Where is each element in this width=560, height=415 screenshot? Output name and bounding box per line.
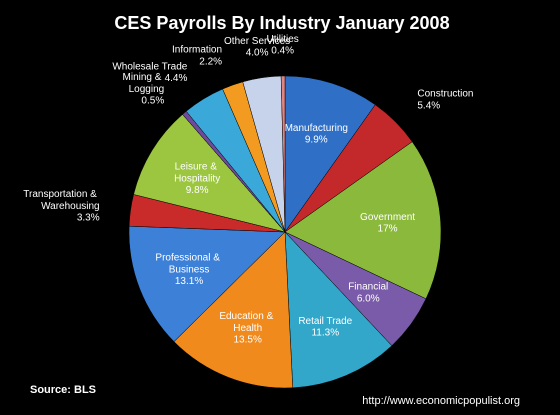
- pie-slice: [284, 141, 442, 300]
- slice-label-line: Hospitality: [174, 173, 220, 184]
- slice-label: Government: [360, 212, 415, 223]
- slice-label-line: Logging: [129, 84, 165, 95]
- value-label: 4.4%: [165, 73, 188, 84]
- slice-label-line: Transportation &: [23, 188, 99, 199]
- value-label: 9.8%: [186, 185, 209, 196]
- slice-label: Professional & Business: [155, 252, 222, 275]
- slice-label-line: Financial: [348, 281, 388, 292]
- value-label: 11.3%: [311, 327, 339, 338]
- slice-label-line: Wholesale Trade: [112, 61, 187, 72]
- slice-label: Education & Health: [219, 311, 276, 334]
- pie-slice: [280, 75, 286, 233]
- slice-label: Retail Trade: [298, 315, 352, 326]
- slice-label: Other Services: [224, 36, 290, 47]
- slice-label-line: Education &: [219, 311, 276, 322]
- slice-label: Mining & Logging: [123, 72, 165, 95]
- value-label: 0.4%: [271, 45, 294, 56]
- value-label: 17%: [378, 224, 398, 235]
- slice-label: Construction: [417, 88, 473, 99]
- pie-slice: [284, 75, 376, 233]
- slice-label: Information: [172, 44, 222, 55]
- footer: http://www.economicpopulist.org: [362, 395, 520, 407]
- pie-slice: [133, 114, 286, 233]
- value-label: 2.2%: [199, 56, 222, 67]
- slice-label-line: Retail Trade: [298, 315, 352, 326]
- slice-label: Utilities: [267, 33, 299, 44]
- slice-label: Transportation & Warehousing: [23, 188, 99, 211]
- slice-label-line: Warehousing: [41, 200, 100, 211]
- slice-label-line: Construction: [417, 88, 473, 99]
- slice-label-line: Manufacturing: [285, 123, 348, 134]
- chart-title: CES Payrolls By Industry January 2008: [114, 13, 449, 33]
- pie-slice: [284, 231, 393, 389]
- slice-label-line: Health: [233, 323, 262, 334]
- slice-label-line: Mining &: [123, 72, 165, 83]
- slice-label-line: Government: [360, 212, 415, 223]
- slice-label-line: Professional &: [155, 252, 222, 263]
- value-label: 13.5%: [234, 335, 262, 346]
- value-label: 13.1%: [175, 276, 203, 287]
- value-label: 0.5%: [141, 96, 164, 107]
- value-label: 3.3%: [77, 212, 100, 223]
- slice-label: Leisure & Hospitality: [174, 161, 220, 184]
- slice-label: Financial: [348, 281, 388, 292]
- value-label: 4.0%: [246, 48, 269, 59]
- pie-slice: [128, 225, 286, 342]
- source: Source: BLS: [30, 384, 96, 396]
- value-label: 5.4%: [417, 100, 440, 111]
- slice-label-line: Business: [169, 264, 210, 275]
- slice-label-line: Other Services: [224, 36, 290, 47]
- slice-label-line: Utilities: [267, 33, 299, 44]
- slice-label-line: Information: [172, 44, 222, 55]
- value-label: 6.0%: [357, 293, 380, 304]
- slice-label: Manufacturing: [285, 123, 348, 134]
- pie-slice: [173, 231, 294, 389]
- slice-label-line: Leisure &: [175, 161, 220, 172]
- slice-label: Wholesale Trade: [112, 61, 187, 72]
- value-label: 9.9%: [305, 135, 328, 146]
